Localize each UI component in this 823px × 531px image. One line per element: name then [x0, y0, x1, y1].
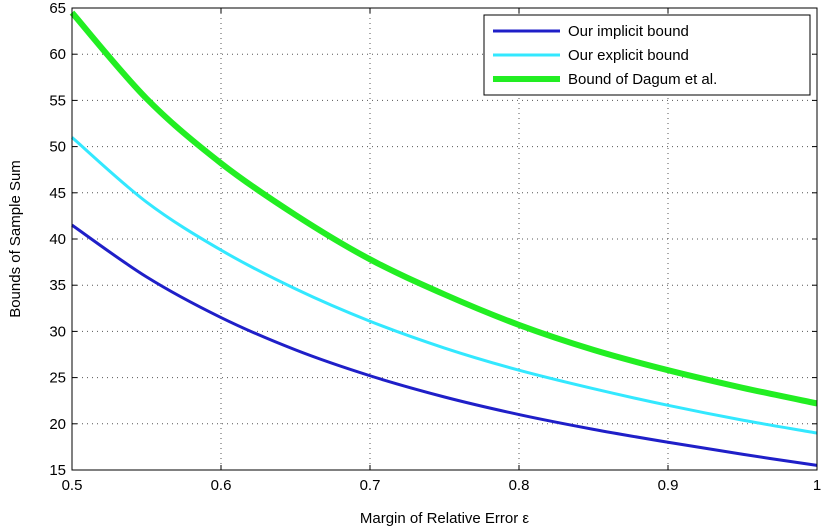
tick-layer: 0.5 0.6 0.7 0.8 0.9 1 15 20 25 30 35 40 45 50 55 60 65 — [49, 0, 821, 494]
y-tick-label: 55 — [49, 92, 66, 109]
series-line — [69, 10, 818, 407]
y-tick-label: 40 — [49, 231, 66, 248]
x-tick-label: 0.9 — [658, 477, 679, 494]
x-tick-label: 1 — [813, 477, 821, 494]
y-axis-label: Bounds of Sample Sum — [7, 160, 24, 318]
series-line — [71, 223, 818, 467]
legend-label: Bound of Dagum et al. — [568, 71, 717, 88]
y-tick-label: 50 — [49, 139, 66, 156]
x-axis-label: Margin of Relative Error ε — [360, 510, 530, 527]
y-tick-label: 65 — [49, 0, 66, 17]
y-tick-label: 45 — [49, 185, 66, 202]
x-tick-label: 0.7 — [360, 477, 381, 494]
x-tick-label: 0.5 — [62, 477, 83, 494]
y-tick-label: 60 — [49, 46, 66, 63]
legend-label: Our implicit bound — [568, 23, 689, 40]
y-tick-label: 20 — [49, 416, 66, 433]
y-tick-label: 15 — [49, 462, 66, 479]
x-tick-label: 0.8 — [509, 477, 530, 494]
y-tick-label: 35 — [49, 277, 66, 294]
legend: Our implicit bound Our explicit bound Boun… — [483, 14, 811, 96]
legend-label: Our explicit bound — [568, 47, 689, 64]
y-tick-label: 30 — [49, 323, 66, 340]
series-line — [71, 136, 818, 435]
y-tick-label: 25 — [49, 370, 66, 387]
x-tick-label: 0.6 — [211, 477, 232, 494]
series-layer — [69, 10, 818, 467]
